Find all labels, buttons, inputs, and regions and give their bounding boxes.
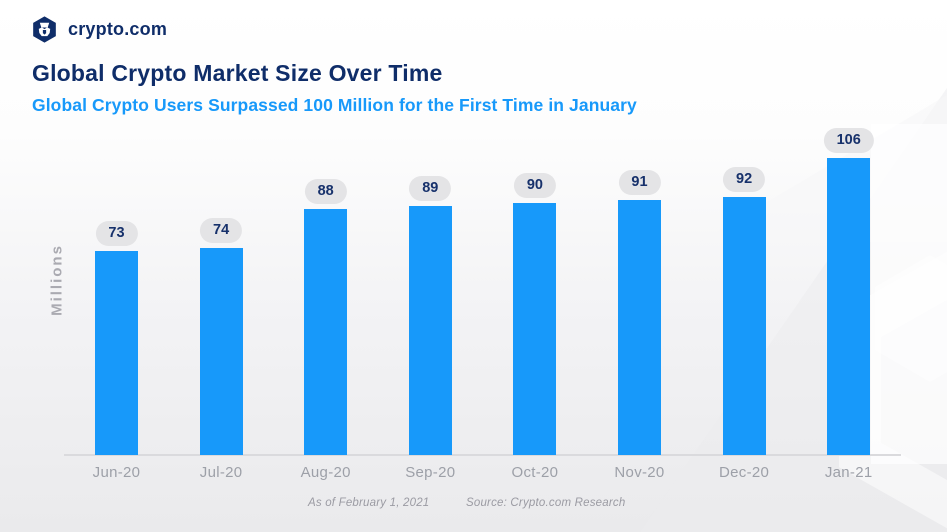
- value-badge: 73: [95, 220, 138, 246]
- bar: [722, 197, 766, 455]
- x-tick-label: Dec-20: [719, 464, 770, 481]
- source-note: Source: Crypto.com Research: [466, 497, 626, 509]
- bar: [618, 200, 661, 455]
- logo-wordmark: crypto.com: [68, 19, 168, 39]
- value-badge: 89: [409, 175, 452, 201]
- x-axis-line: [64, 454, 901, 456]
- x-tick-label: Jan-21: [824, 464, 873, 481]
- x-tick-label: Jun-20: [92, 464, 141, 481]
- value-badge: 74: [200, 217, 243, 243]
- bar: [95, 250, 138, 455]
- value-badge: 88: [304, 178, 347, 204]
- value-badge: 91: [618, 170, 661, 196]
- bar: [199, 247, 243, 455]
- x-tick-label: Sep-20: [405, 464, 456, 481]
- bar: [827, 158, 871, 455]
- x-tick-label: Nov-20: [614, 464, 665, 481]
- value-badge: 106: [823, 128, 874, 154]
- crypto-com-logo-icon: [33, 16, 56, 43]
- x-tick-label: Jul-20: [199, 464, 243, 481]
- value-badge: 92: [723, 167, 766, 193]
- value-badge: 90: [513, 173, 556, 198]
- bar: [304, 208, 348, 455]
- as-of-note: As of February 1, 2021: [308, 497, 430, 509]
- crypto-com-logo: crypto.com: [30, 15, 167, 44]
- x-tick-label: Oct-20: [511, 464, 559, 481]
- page-subtitle: Global Crypto Users Surpassed 100 Millio…: [32, 95, 637, 115]
- bar: [513, 203, 557, 455]
- bar: [408, 205, 452, 455]
- page-title: Global Crypto Market Size Over Time: [32, 60, 443, 86]
- y-axis-label: Millions: [48, 244, 66, 316]
- x-tick-label: Aug-20: [300, 464, 351, 481]
